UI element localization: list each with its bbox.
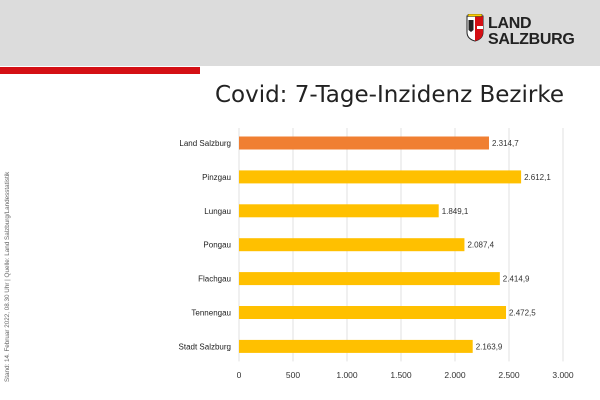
category-label: Tennengau: [191, 309, 231, 318]
bar: [239, 306, 507, 319]
category-label: Lungau: [204, 207, 231, 216]
accent-bar: [0, 67, 200, 74]
x-tick-label: 2.500: [498, 370, 520, 380]
x-tick-label: 0: [237, 370, 242, 380]
salzburg-coat-of-arms-icon: [466, 14, 484, 42]
bar-value-label: 2.472,5: [509, 309, 536, 318]
bar-value-label: 2.612,1: [524, 173, 551, 182]
logo-wordmark: LAND SALZBURG: [488, 16, 578, 48]
bar-value-label: 2.163,9: [476, 342, 503, 351]
bar: [239, 204, 439, 218]
bar-value-label: 2.414,9: [503, 275, 530, 284]
x-tick-label: 1.000: [336, 370, 358, 380]
bar-value-label: 1.849,1: [442, 207, 469, 216]
category-label: Flachgau: [198, 275, 231, 284]
logo-line-1: LAND: [488, 15, 532, 32]
bar: [239, 272, 500, 286]
x-tick-label: 2.000: [444, 370, 466, 380]
category-label: Pongau: [203, 241, 231, 250]
category-label: Stadt Salzburg: [179, 342, 231, 351]
category-label: Pinzgau: [202, 173, 231, 182]
x-tick-label: 3.000: [552, 370, 574, 380]
bar: [239, 170, 522, 184]
header-banner: [0, 0, 600, 66]
land-salzburg-logo: LAND SALZBURG: [466, 14, 576, 54]
bar-value-label: 2.314,7: [492, 139, 519, 148]
logo-line-2: SALZBURG: [488, 31, 575, 48]
bar: [239, 339, 473, 353]
bar: [239, 136, 489, 150]
page-title: Covid: 7-Tage-Inzidenz Bezirke: [214, 82, 564, 108]
x-tick-label: 1.500: [390, 370, 412, 380]
x-tick-label: 500: [286, 370, 300, 380]
bar: [239, 238, 465, 252]
category-label: Land Salzburg: [179, 139, 231, 148]
bar-value-label: 2.087,4: [467, 241, 494, 250]
